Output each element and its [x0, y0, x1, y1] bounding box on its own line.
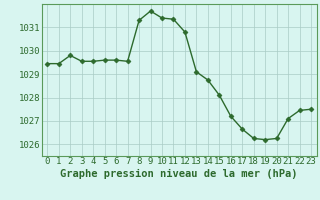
X-axis label: Graphe pression niveau de la mer (hPa): Graphe pression niveau de la mer (hPa)	[60, 169, 298, 179]
